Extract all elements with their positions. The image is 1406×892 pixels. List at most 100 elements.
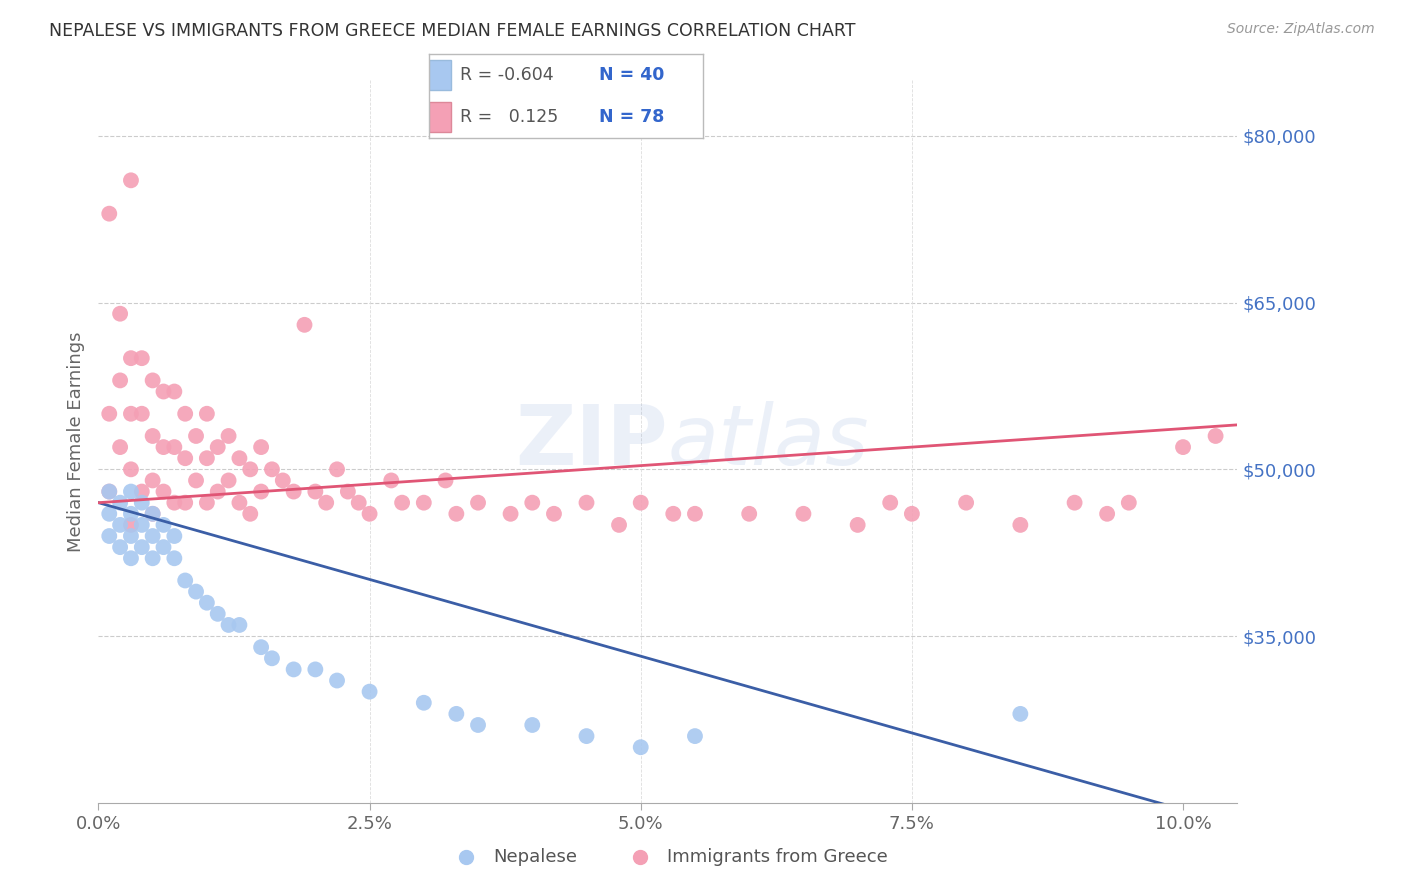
Bar bbox=[429, 60, 451, 89]
Point bbox=[738, 507, 761, 521]
Point bbox=[218, 429, 240, 443]
Point bbox=[304, 484, 326, 499]
Text: Source: ZipAtlas.com: Source: ZipAtlas.com bbox=[1227, 22, 1375, 37]
Point bbox=[218, 474, 240, 488]
Point bbox=[630, 496, 652, 510]
Text: N = 78: N = 78 bbox=[599, 108, 664, 126]
Point bbox=[955, 496, 977, 510]
Point bbox=[120, 351, 142, 366]
Point bbox=[184, 429, 207, 443]
Point bbox=[152, 440, 174, 454]
Point bbox=[336, 484, 359, 499]
Point bbox=[575, 729, 598, 743]
Point bbox=[294, 318, 316, 332]
Point bbox=[304, 662, 326, 676]
Point bbox=[195, 451, 218, 466]
Point bbox=[195, 407, 218, 421]
Point bbox=[391, 496, 413, 510]
Text: N = 40: N = 40 bbox=[599, 66, 664, 84]
Point bbox=[228, 496, 250, 510]
Point bbox=[683, 729, 706, 743]
Bar bbox=[429, 103, 451, 132]
Point bbox=[120, 484, 142, 499]
Point bbox=[467, 718, 489, 732]
Point bbox=[174, 407, 197, 421]
Point bbox=[142, 373, 165, 387]
Point bbox=[142, 551, 165, 566]
Point bbox=[446, 706, 468, 721]
Point bbox=[163, 529, 186, 543]
Point bbox=[120, 507, 142, 521]
Text: atlas: atlas bbox=[668, 401, 869, 482]
Point bbox=[250, 640, 273, 655]
Point bbox=[98, 207, 121, 221]
Point bbox=[359, 507, 381, 521]
Legend: Nepalese, Immigrants from Greece: Nepalese, Immigrants from Greece bbox=[440, 841, 896, 873]
Point bbox=[271, 474, 294, 488]
Point bbox=[575, 496, 598, 510]
Point bbox=[195, 596, 218, 610]
Point bbox=[131, 540, 153, 554]
Point bbox=[1010, 517, 1032, 532]
Point bbox=[120, 407, 142, 421]
Point bbox=[120, 173, 142, 187]
Point bbox=[412, 696, 434, 710]
Point bbox=[412, 496, 434, 510]
Point bbox=[662, 507, 685, 521]
Point bbox=[522, 718, 544, 732]
Point bbox=[174, 574, 197, 588]
Point bbox=[879, 496, 901, 510]
Point bbox=[630, 740, 652, 755]
Point bbox=[163, 384, 186, 399]
Point bbox=[108, 440, 131, 454]
Point bbox=[108, 517, 131, 532]
Point bbox=[1010, 706, 1032, 721]
Point bbox=[359, 684, 381, 698]
Point bbox=[120, 517, 142, 532]
Point bbox=[326, 462, 349, 476]
Point bbox=[131, 351, 153, 366]
Point bbox=[152, 484, 174, 499]
Point bbox=[446, 507, 468, 521]
Point bbox=[218, 618, 240, 632]
Point bbox=[108, 373, 131, 387]
Point bbox=[98, 529, 121, 543]
Point bbox=[239, 462, 262, 476]
Point bbox=[142, 474, 165, 488]
Point bbox=[315, 496, 337, 510]
Point bbox=[120, 462, 142, 476]
Point bbox=[260, 462, 283, 476]
Point bbox=[347, 496, 370, 510]
Point bbox=[108, 307, 131, 321]
Text: R =   0.125: R = 0.125 bbox=[460, 108, 558, 126]
Point bbox=[250, 484, 273, 499]
Point bbox=[207, 440, 229, 454]
Point bbox=[250, 440, 273, 454]
Point bbox=[142, 507, 165, 521]
Point bbox=[1205, 429, 1227, 443]
Point bbox=[499, 507, 522, 521]
Point bbox=[142, 529, 165, 543]
Point bbox=[792, 507, 814, 521]
Point bbox=[142, 429, 165, 443]
Point bbox=[163, 440, 186, 454]
Point bbox=[120, 529, 142, 543]
Point bbox=[1171, 440, 1194, 454]
Point bbox=[195, 496, 218, 510]
Point bbox=[467, 496, 489, 510]
Point bbox=[607, 517, 630, 532]
Point bbox=[131, 484, 153, 499]
Point bbox=[108, 496, 131, 510]
Point bbox=[228, 451, 250, 466]
Point bbox=[131, 517, 153, 532]
Point bbox=[1118, 496, 1140, 510]
Point bbox=[120, 551, 142, 566]
Point bbox=[434, 474, 457, 488]
Point bbox=[228, 618, 250, 632]
Point bbox=[174, 451, 197, 466]
Text: ZIP: ZIP bbox=[516, 401, 668, 482]
Point bbox=[283, 662, 305, 676]
Point bbox=[326, 673, 349, 688]
Point bbox=[184, 584, 207, 599]
Point bbox=[260, 651, 283, 665]
